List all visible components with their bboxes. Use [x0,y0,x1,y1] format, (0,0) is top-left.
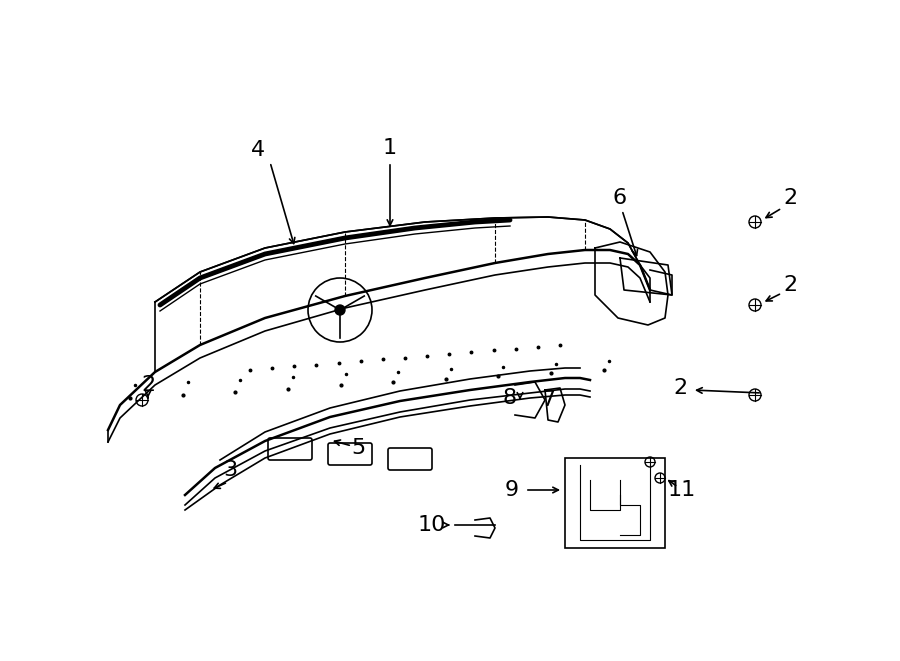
Text: 2: 2 [783,188,797,208]
Text: 1: 1 [382,138,397,158]
Text: 10: 10 [418,515,446,535]
Text: 3: 3 [223,460,237,480]
Text: 6: 6 [613,188,627,208]
FancyBboxPatch shape [388,448,432,470]
FancyBboxPatch shape [268,438,312,460]
Text: 5: 5 [351,438,365,458]
Text: 11: 11 [668,480,696,500]
Text: 4: 4 [251,140,266,160]
Circle shape [335,305,345,315]
Text: 7: 7 [541,390,555,410]
Text: 8: 8 [503,388,517,408]
Text: 2: 2 [141,375,155,395]
Text: 2: 2 [673,378,687,398]
Text: 9: 9 [505,480,519,500]
FancyBboxPatch shape [328,443,372,465]
Bar [565,458,665,548]
Text: 2: 2 [783,275,797,295]
